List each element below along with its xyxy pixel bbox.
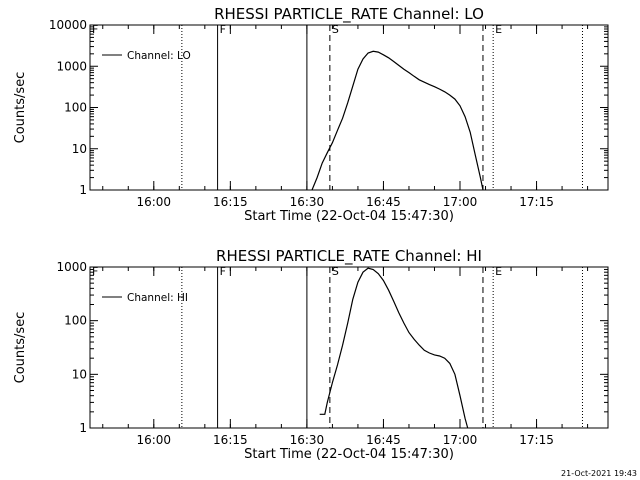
x-axis-label: Start Time (22-Oct-04 15:47:30) xyxy=(244,447,454,462)
x-tick-label: 16:45 xyxy=(366,195,401,209)
x-tick-label: 16:15 xyxy=(213,433,248,447)
x-tick-label: 16:30 xyxy=(290,433,325,447)
event-marker-label: S xyxy=(332,23,339,36)
x-tick-label: 17:00 xyxy=(443,433,478,447)
lo-channel-panel: RHESSI PARTICLE_RATE Channel: LO 1 10 100 10… xyxy=(13,5,609,224)
chart-title: RHESSI PARTICLE_RATE Channel: HI xyxy=(216,247,482,266)
series-line xyxy=(311,50,484,191)
y-tick-label: 10 xyxy=(72,367,87,381)
event-marker-label: F xyxy=(220,265,226,278)
y-tick-label: 10000 xyxy=(49,18,87,32)
x-axis-label: Start Time (22-Oct-04 15:47:30) xyxy=(244,209,454,224)
series-line xyxy=(319,267,469,429)
y-axis-label: Counts/sec xyxy=(13,72,28,144)
y-tick-label: 100 xyxy=(64,101,87,115)
y-tick-label: 1 xyxy=(79,183,87,197)
x-tick-label: 16:00 xyxy=(136,195,171,209)
event-marker-label: E xyxy=(495,23,502,36)
x-tick-label: 16:00 xyxy=(136,433,171,447)
timestamp-label: 21-Oct-2021 19:43 xyxy=(561,469,637,478)
x-tick-label: 17:15 xyxy=(519,195,554,209)
y-tick-label: 10 xyxy=(72,142,87,156)
y-tick-label: 100 xyxy=(64,314,87,328)
legend-label: Channel: HI xyxy=(127,292,188,304)
event-marker-label: S xyxy=(332,265,339,278)
y-tick-label: 1000 xyxy=(56,260,87,274)
event-marker-label: F xyxy=(92,265,98,278)
y-tick-label: 1 xyxy=(79,421,87,435)
y-axis-label: Counts/sec xyxy=(13,312,28,384)
event-marker-label: E xyxy=(495,265,502,278)
hi-channel-panel: RHESSI PARTICLE_RATE Channel: HI 1 10 100 10… xyxy=(13,247,609,462)
event-marker-label: F xyxy=(220,23,226,36)
legend-label: Channel: LO xyxy=(127,50,191,62)
x-tick-label: 16:15 xyxy=(213,195,248,209)
x-tick-label: 17:15 xyxy=(519,433,554,447)
event-marker-label: F xyxy=(92,23,98,36)
y-tick-label: 1000 xyxy=(56,59,87,73)
chart-title: RHESSI PARTICLE_RATE Channel: LO xyxy=(214,5,484,24)
x-tick-label: 17:00 xyxy=(443,195,478,209)
x-tick-label: 16:45 xyxy=(366,433,401,447)
x-tick-label: 16:30 xyxy=(290,195,325,209)
